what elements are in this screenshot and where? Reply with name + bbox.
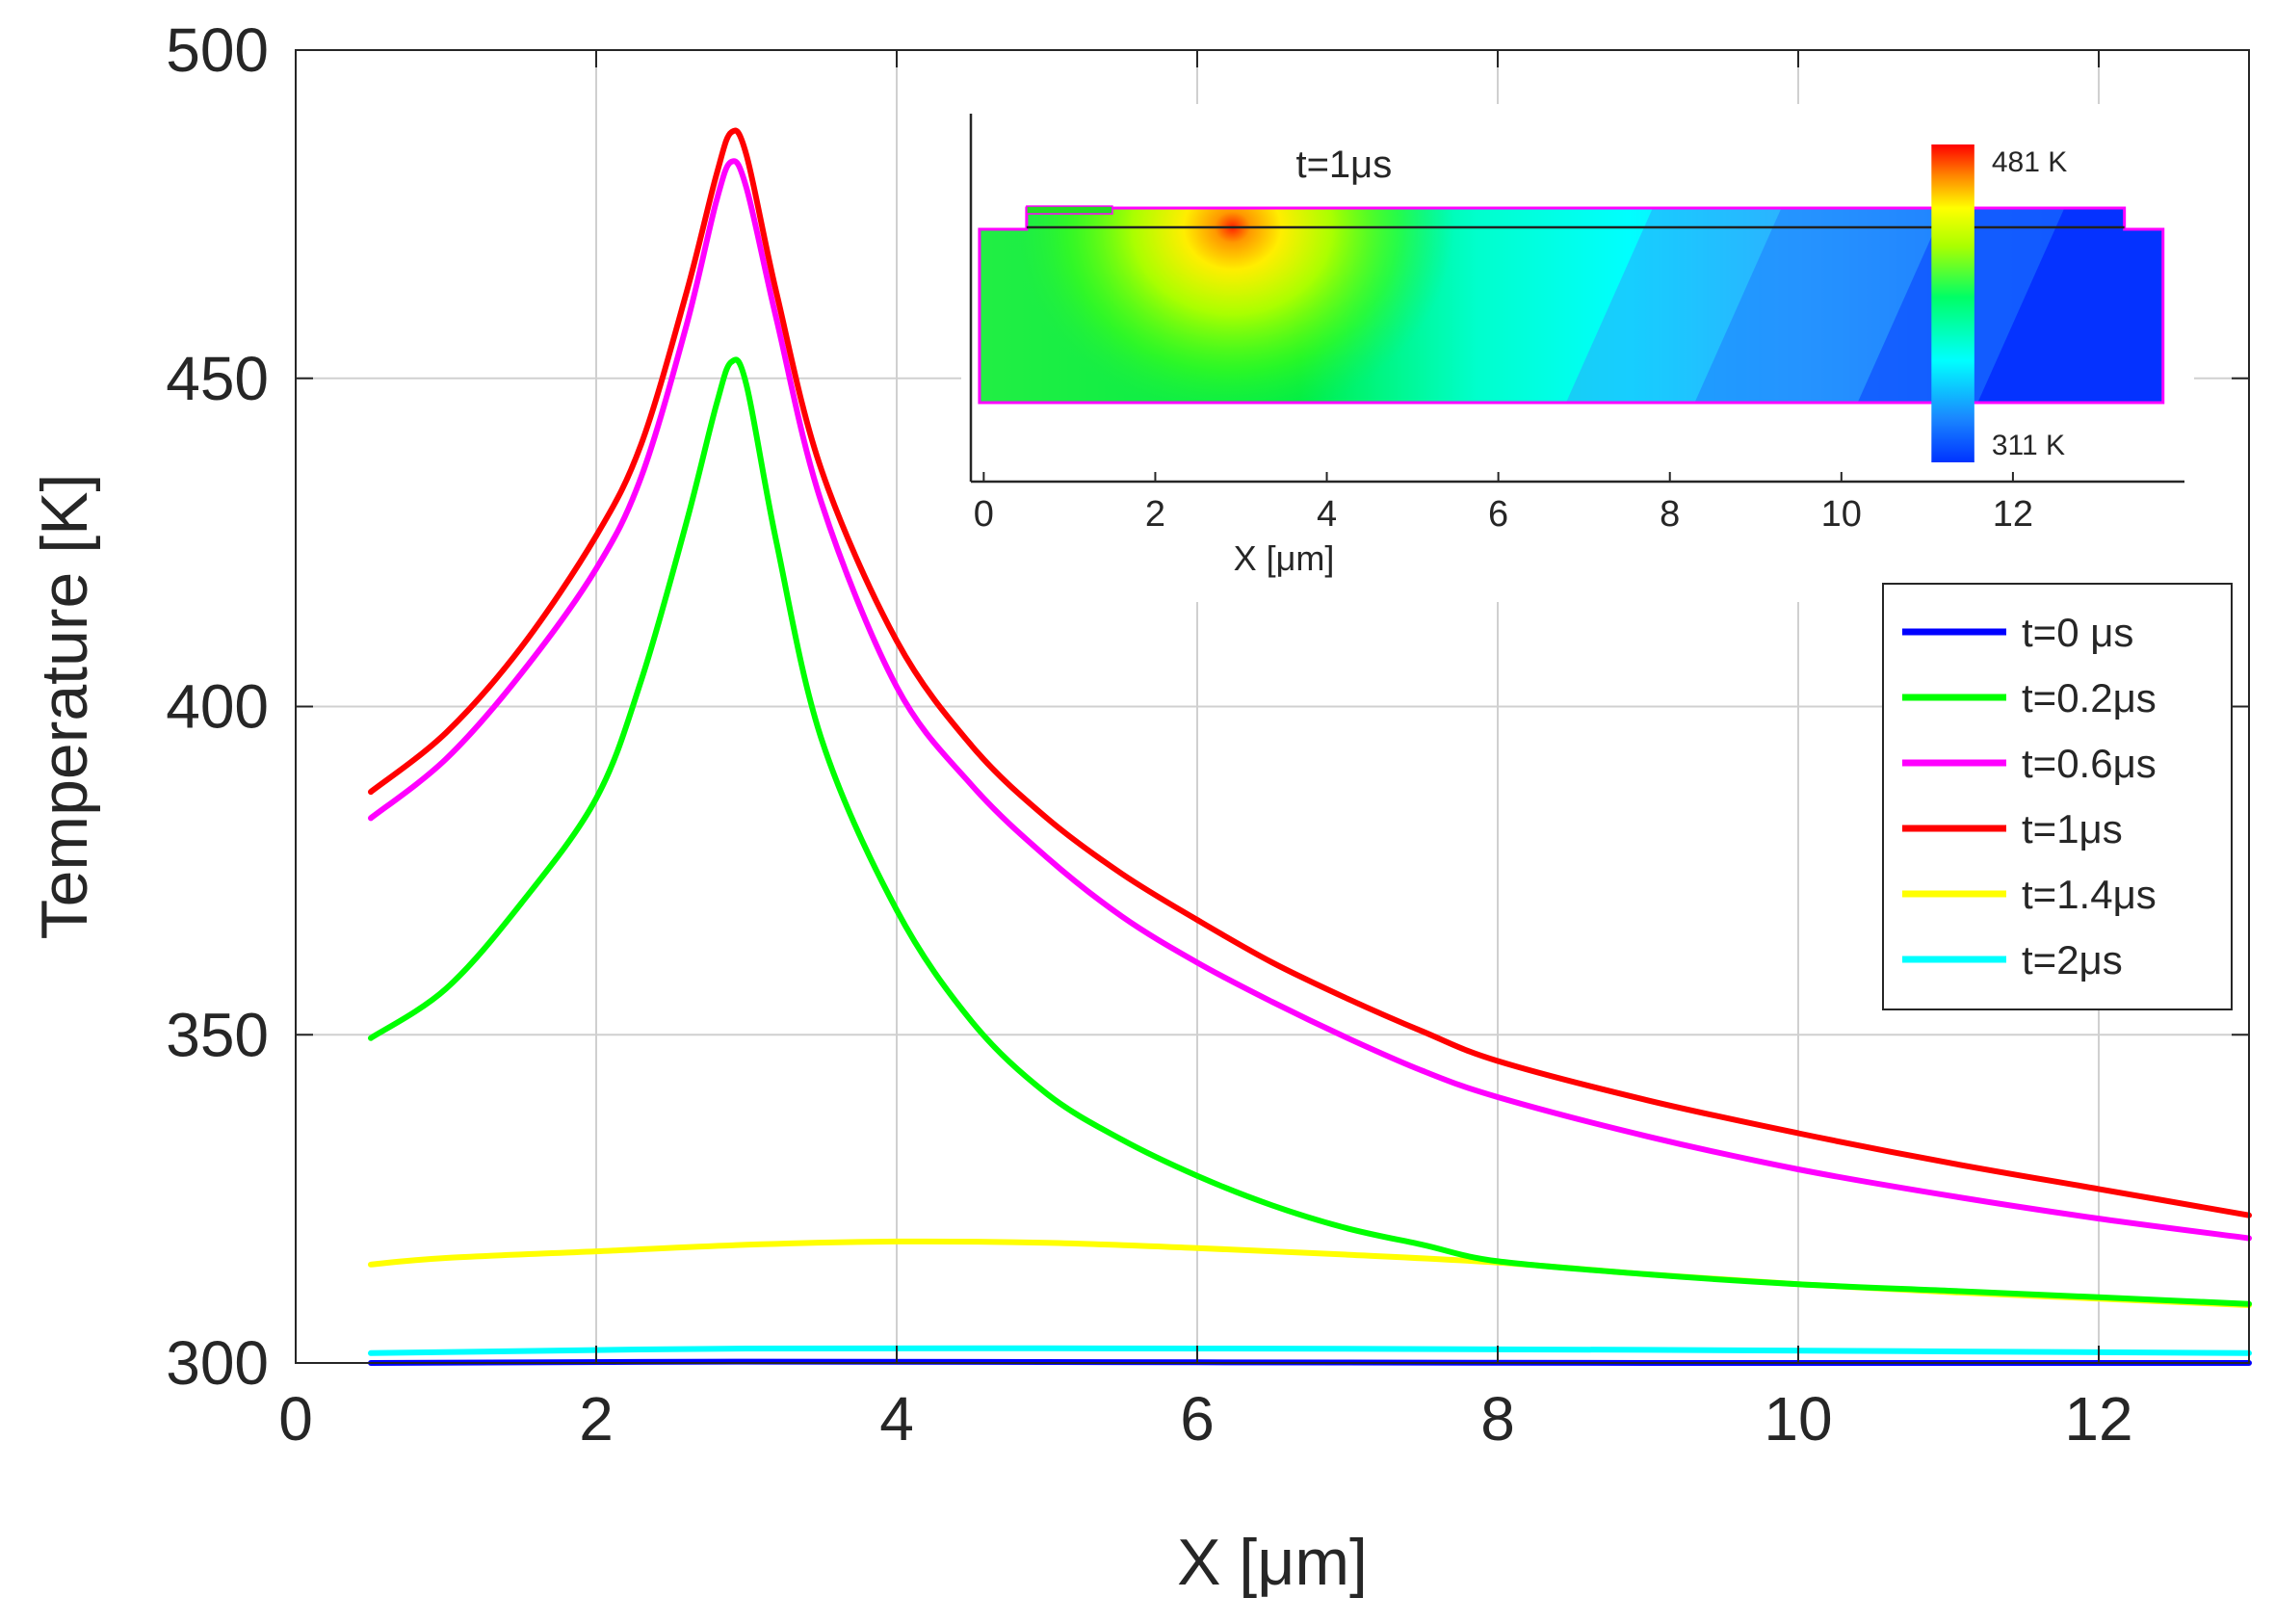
inset-temperature-map: 0 2 4 6 8 10 12 t=1μs 481 K 311 K X [μm]: [961, 104, 2194, 602]
colorbar: 481 K 311 K: [1931, 144, 2067, 462]
x-tick-label: 10: [1764, 1384, 1832, 1454]
inset-x-tick-label: 4: [1317, 494, 1337, 535]
y-tick-label: 300: [166, 1328, 269, 1398]
legend-label: t=1μs: [2022, 806, 2123, 851]
field-contour-band: [1977, 208, 2163, 403]
legend-label: t=1.4μs: [2022, 872, 2157, 917]
inset-x-tick-label: 6: [1488, 494, 1508, 535]
colorbar-gradient: [1931, 144, 1974, 462]
inset-title: t=1μs: [1295, 144, 1392, 186]
x-tick-label: 2: [579, 1384, 614, 1454]
inset-x-tick-label: 2: [1145, 494, 1165, 535]
series-line-t2: [368, 1345, 2252, 1356]
legend-box: [1882, 583, 2233, 1010]
x-tick-label: 8: [1480, 1384, 1515, 1454]
x-tick-label: 12: [2064, 1384, 2132, 1454]
contact-pad: [1026, 205, 1113, 215]
inset-x-tick-label: 0: [974, 494, 994, 535]
series-line-t02: [368, 356, 2252, 1307]
x-tick-label: 6: [1180, 1384, 1215, 1454]
legend-label: t=0.2μs: [2022, 675, 2157, 720]
series-line-t1: [368, 127, 2252, 1218]
x-axis-label: X [μm]: [1177, 1526, 1368, 1599]
series-line-t06: [368, 158, 2252, 1242]
legend-label: t=0 μs: [2022, 610, 2133, 655]
y-tick-label: 500: [166, 15, 269, 85]
y-tick-label: 450: [166, 344, 269, 413]
field-outline: [978, 206, 2165, 405]
legend-label: t=0.6μs: [2022, 741, 2157, 786]
y-tick-label: 350: [166, 1000, 269, 1069]
inset-axes: 0 2 4 6 8 10 12: [969, 114, 2184, 535]
legend-label: t=2μs: [2022, 937, 2123, 982]
inset-x-tick-label: 8: [1660, 494, 1680, 535]
colorbar-max-label: 481 K: [1992, 146, 2067, 178]
tick-layer: 0 2 4 6 8 10 12 300 350 400 450 500: [166, 15, 2249, 1454]
x-tick-label: 4: [879, 1384, 914, 1454]
inset-x-tick-label: 10: [1821, 494, 1862, 535]
legend: t=0 μs t=0.2μs t=0.6μs t=1μs t=1.4μs t=2μs: [1882, 583, 2233, 1010]
x-tick-label: 0: [278, 1384, 313, 1454]
inset-x-tick-label: 12: [1993, 494, 2033, 535]
colorbar-min-label: 311 K: [1992, 430, 2065, 461]
y-axis-label: Temperature [K]: [28, 474, 101, 940]
inset-x-axis-label: X [μm]: [1234, 538, 1335, 578]
y-tick-label: 400: [166, 672, 269, 742]
